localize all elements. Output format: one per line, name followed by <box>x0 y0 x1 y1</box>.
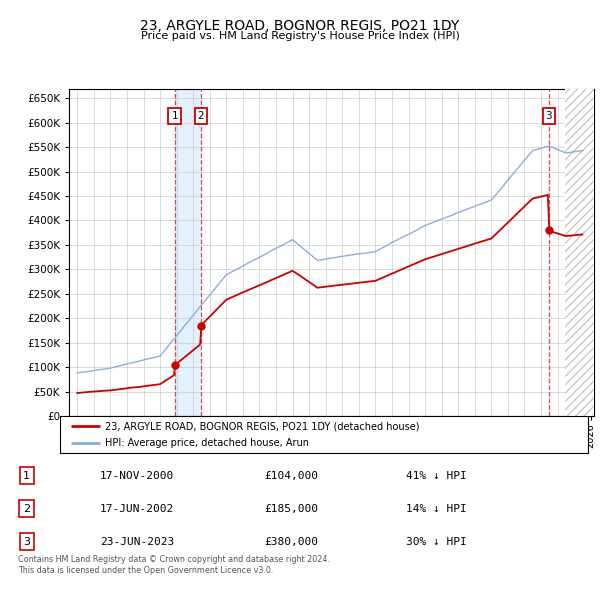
Text: 17-JUN-2002: 17-JUN-2002 <box>100 504 175 514</box>
Text: £185,000: £185,000 <box>265 504 319 514</box>
Text: Price paid vs. HM Land Registry's House Price Index (HPI): Price paid vs. HM Land Registry's House … <box>140 31 460 41</box>
Text: Contains HM Land Registry data © Crown copyright and database right 2024.
This d: Contains HM Land Registry data © Crown c… <box>18 555 330 575</box>
Text: 14% ↓ HPI: 14% ↓ HPI <box>406 504 467 514</box>
Text: 1: 1 <box>172 112 178 122</box>
Bar <box>565 88 594 416</box>
Text: HPI: Average price, detached house, Arun: HPI: Average price, detached house, Arun <box>105 438 309 448</box>
Text: 2: 2 <box>23 504 30 514</box>
Text: 23-JUN-2023: 23-JUN-2023 <box>100 537 175 547</box>
Text: 23, ARGYLE ROAD, BOGNOR REGIS, PO21 1DY (detached house): 23, ARGYLE ROAD, BOGNOR REGIS, PO21 1DY … <box>105 421 419 431</box>
Text: 30% ↓ HPI: 30% ↓ HPI <box>406 537 467 547</box>
Text: 3: 3 <box>23 537 30 547</box>
Text: 1: 1 <box>23 471 30 481</box>
Text: 3: 3 <box>545 112 552 122</box>
Text: £380,000: £380,000 <box>265 537 319 547</box>
Text: 41% ↓ HPI: 41% ↓ HPI <box>406 471 467 481</box>
Text: 23, ARGYLE ROAD, BOGNOR REGIS, PO21 1DY: 23, ARGYLE ROAD, BOGNOR REGIS, PO21 1DY <box>140 19 460 33</box>
Text: 17-NOV-2000: 17-NOV-2000 <box>100 471 175 481</box>
Text: £104,000: £104,000 <box>265 471 319 481</box>
Text: 2: 2 <box>197 112 204 122</box>
Bar <box>175 88 201 416</box>
Bar <box>565 88 594 416</box>
